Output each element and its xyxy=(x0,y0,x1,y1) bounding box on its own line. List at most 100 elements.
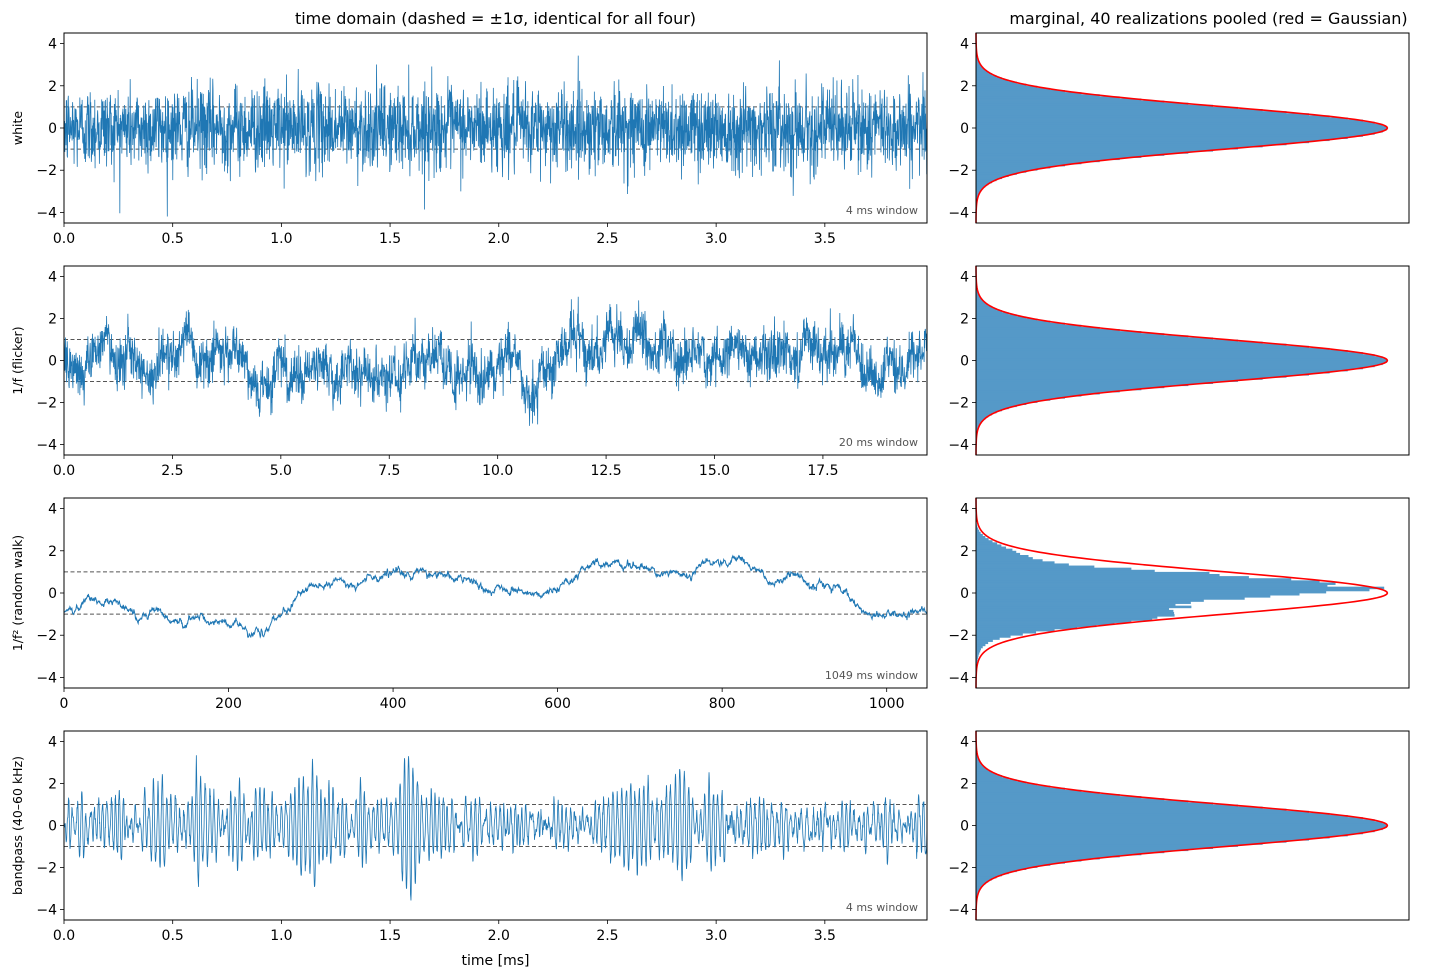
y-tick-label: 4 xyxy=(48,37,57,53)
hist-bar xyxy=(976,132,1375,135)
hist-bar xyxy=(976,800,1189,803)
hist-bar xyxy=(976,817,1363,820)
x-tick-label: 3.0 xyxy=(705,231,727,247)
hist-bar xyxy=(976,316,1027,319)
x-tick-label: 400 xyxy=(380,696,407,712)
y-tick-label: −2 xyxy=(36,861,57,877)
x-tick-label: 1.0 xyxy=(270,928,292,944)
hist-bar xyxy=(976,871,1009,875)
x-tick-label: 2.5 xyxy=(161,463,183,479)
hist-bar xyxy=(976,295,980,298)
hist-bar xyxy=(976,149,1214,152)
hist-bar xyxy=(976,312,1009,315)
hist-bar xyxy=(976,71,989,74)
hist-bar xyxy=(976,423,980,426)
hist-bar xyxy=(976,96,1120,99)
hist-bar xyxy=(976,582,1336,585)
hist-bar xyxy=(976,624,1097,628)
y-tick-label: 2 xyxy=(48,777,57,793)
series-line xyxy=(63,755,928,901)
x-tick-label: 0 xyxy=(60,696,69,712)
x-tick-label: 2.5 xyxy=(596,231,618,247)
hist-bar xyxy=(976,829,1375,833)
y-axis-label: bandpass (40–60 kHz) xyxy=(10,756,25,895)
hist-bar xyxy=(976,364,1375,368)
hist-bar xyxy=(976,808,1287,812)
hist-bar xyxy=(976,341,1263,345)
hist-bar xyxy=(976,633,1023,636)
hist-bar xyxy=(976,804,1238,807)
hist-bar xyxy=(976,333,1165,336)
hist-bar xyxy=(976,766,986,770)
window-annotation: 4 ms window xyxy=(846,204,918,217)
hist-bar xyxy=(976,60,979,63)
y-tick-label: 0 xyxy=(48,354,57,370)
y-tick-label: 4 xyxy=(960,735,969,751)
y-tick-label: 2 xyxy=(960,544,969,560)
hist-bar xyxy=(976,314,1017,317)
hist-bar xyxy=(976,888,980,891)
hist-bar xyxy=(976,802,1214,805)
hist-bar xyxy=(976,652,980,655)
gaussian-curve xyxy=(975,731,1389,920)
hist-bar xyxy=(976,404,1017,408)
hist-bar xyxy=(976,764,984,768)
hist-bar xyxy=(976,318,1038,321)
y-tick-label: −2 xyxy=(948,861,969,877)
hist-bar xyxy=(976,157,1120,161)
hist-bar xyxy=(976,178,997,182)
hist-bar xyxy=(976,335,1189,338)
y-tick-label: 0 xyxy=(960,354,969,370)
hist-bar xyxy=(976,796,1142,799)
hist-bar xyxy=(976,352,1363,355)
y-axis-label: white xyxy=(10,111,25,146)
hist-bar xyxy=(976,113,1310,116)
hist-bar xyxy=(976,878,992,881)
hist-bar xyxy=(976,833,1348,837)
y-axis-label: 1/f (flicker) xyxy=(10,326,25,394)
y-tick-label: 0 xyxy=(48,819,57,835)
x-tick-label: 1.5 xyxy=(379,928,401,944)
hist-bar xyxy=(976,882,986,885)
x-tick-label: 1.5 xyxy=(379,231,401,247)
y-tick-label: −4 xyxy=(948,205,969,221)
hist-bar xyxy=(976,408,1003,412)
x-tick-label: 5.0 xyxy=(270,463,292,479)
hist-bar xyxy=(976,567,1132,571)
hist-bar xyxy=(976,875,997,879)
y-tick-label: 4 xyxy=(48,502,57,518)
hist-bar xyxy=(976,576,1249,579)
hist-bar xyxy=(976,354,1375,357)
hist-bar xyxy=(976,176,1003,180)
hist-bar xyxy=(976,75,997,78)
hist-bar xyxy=(976,660,978,664)
panel-title: marginal, 40 realizations pooled (red = … xyxy=(1009,9,1407,28)
hist-bar xyxy=(976,890,979,894)
hist-bar xyxy=(976,85,1038,89)
panel-time-bandpass: 0.0 0.5 1.0 1.5 2.0 2.5 3.0 3.5 −4 −2 0 2 4 4 ms wind… xyxy=(10,730,928,969)
hist-bar xyxy=(976,538,989,541)
hist-bar xyxy=(976,377,1263,380)
hist-bar xyxy=(976,106,1238,110)
hist-bar xyxy=(976,291,979,294)
hist-bar xyxy=(976,852,1142,856)
hist-bar xyxy=(976,308,997,311)
y-tick-label: −4 xyxy=(948,670,969,686)
panel-marginal-flicker: −4 −2 0 2 4 xyxy=(948,265,1410,456)
hist-bar xyxy=(976,394,1082,397)
hist-bar xyxy=(976,546,1007,550)
hist-bar xyxy=(976,574,1220,577)
y-tick-label: 4 xyxy=(48,735,57,751)
hist-bar xyxy=(976,867,1027,870)
hist-bar xyxy=(976,654,979,657)
hist-bar xyxy=(976,187,984,190)
hist-bar xyxy=(976,331,1142,334)
hist-bar xyxy=(976,87,1051,91)
hist-bar xyxy=(976,392,1100,395)
series-line xyxy=(63,55,928,217)
hist-bar xyxy=(976,791,1100,795)
hist-bar xyxy=(976,419,984,422)
x-tick-label: 7.5 xyxy=(378,463,400,479)
hist-bar xyxy=(976,360,1387,363)
